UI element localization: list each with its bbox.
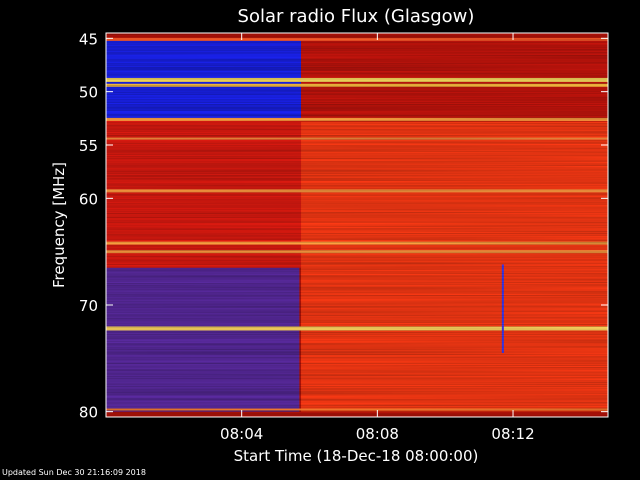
plot-area — [106, 33, 608, 417]
y-tick-label-55: 55 — [79, 137, 98, 155]
chart-title: Solar radio Flux (Glasgow) — [238, 6, 475, 27]
x-axis-label: Start Time (18-Dec-18 08:00:00) — [234, 447, 479, 465]
x-tick-label-08:08: 08:08 — [356, 425, 399, 443]
axes: 45 50 55 60 70 80 08:04 08:08 08:12 — [79, 30, 609, 443]
y-tick-label-70: 70 — [79, 297, 98, 315]
noise-overlay — [106, 33, 608, 417]
x-tick-label-08:04: 08:04 — [220, 425, 263, 443]
y-tick-label-60: 60 — [79, 190, 98, 208]
update-timestamp: Updated Sun Dec 30 21:16:09 2018 — [2, 468, 146, 477]
plot-frame — [105, 32, 609, 418]
y-tick-label-45: 45 — [79, 30, 98, 48]
y-tick-label-80: 80 — [79, 404, 98, 422]
y-tick-label-50: 50 — [79, 84, 98, 102]
x-tick-label-08:12: 08:12 — [491, 425, 534, 443]
y-axis-label: Frequency [MHz] — [50, 162, 68, 288]
